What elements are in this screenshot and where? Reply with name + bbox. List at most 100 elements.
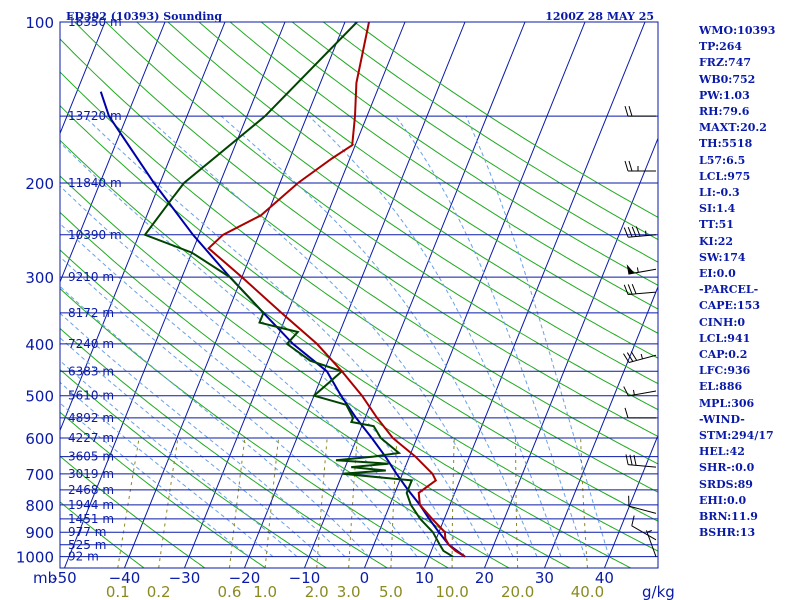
- isotherm-line: [543, 285, 658, 568]
- mixing-ratio-label: 0.1: [106, 583, 130, 600]
- stat-item: LCL:975: [699, 169, 751, 183]
- wind-barb: [628, 495, 657, 514]
- wind-barb: [624, 160, 656, 172]
- stat-item: CAPE:153: [699, 299, 760, 313]
- mixing-ratio-line: [158, 438, 179, 568]
- temperature-tick-label: 10: [415, 569, 434, 587]
- mixing-ratio-line: [117, 438, 140, 568]
- mixing-ratio-label: 1.0: [253, 583, 277, 600]
- dry-adiabat-line: [291, 22, 658, 263]
- pressure-tick-label: 500: [25, 388, 54, 406]
- wind-barb: [623, 283, 657, 296]
- stat-item: CAP:0.2: [699, 348, 748, 362]
- mixing-ratio-label: 3.0: [337, 583, 361, 600]
- dry-adiabat-line: [136, 22, 658, 385]
- barb-half-flag: [646, 530, 652, 533]
- temperature-trace: [207, 22, 466, 558]
- wind-barb: [623, 351, 657, 363]
- stat-item: KI:22: [699, 234, 734, 248]
- height-label: 977 m: [68, 525, 106, 539]
- mixing-ratio-label: 0.6: [218, 583, 242, 600]
- moist-adiabat-line: [220, 115, 538, 557]
- moist-adiabat-line: [60, 185, 442, 557]
- moist-adiabat-line: [308, 115, 562, 557]
- mixing-ratio-line: [316, 438, 328, 568]
- mixing-ratio-label: 10.0: [435, 583, 468, 600]
- height-label: 7240 m: [68, 337, 114, 351]
- height-label: 8172 m: [68, 306, 114, 320]
- temperature-tick-label: −40: [109, 569, 141, 587]
- moist-adiabat-line: [60, 285, 370, 558]
- dry-adiabat-line: [60, 38, 658, 465]
- pressure-tick-label: 900: [25, 524, 54, 542]
- height-label: 3019 m: [68, 467, 114, 481]
- dry-adiabat-line: [167, 22, 658, 359]
- barb-flag: [630, 351, 638, 361]
- isotherm-line: [483, 137, 658, 568]
- stat-item: WB0:752: [699, 72, 756, 86]
- dry-adiabat-line: [105, 22, 658, 411]
- stability-indices-panel: WMO:10393 TP:264 FRZ:747 WB0:752 PW:1.03 RH:7…: [699, 23, 799, 542]
- moist-adiabat-line: [395, 115, 586, 557]
- parcel-trace: [99, 91, 466, 558]
- isotherm-line: [183, 22, 406, 568]
- barb-staff: [645, 530, 657, 557]
- stat-item: FRZ:747: [699, 56, 752, 70]
- moist-adiabat-line: [60, 312, 346, 558]
- temperature-tick-label: −20: [229, 569, 261, 587]
- mixing-ratio-label: 40.0: [571, 583, 604, 600]
- stat-item: MAXT:20.2: [699, 121, 767, 135]
- isotherm-line: [603, 434, 658, 568]
- stat-item: MPL:306: [699, 396, 755, 410]
- dry-adiabat-line: [198, 22, 658, 334]
- moist-adiabat-line: [60, 402, 250, 558]
- dry-adiabat-line: [60, 455, 206, 568]
- barb-flag: [625, 454, 629, 465]
- pressure-tick-label: 400: [25, 336, 54, 354]
- moist-adiabat-line: [465, 115, 610, 557]
- barb-flag: [623, 227, 629, 238]
- barb-flag: [629, 454, 633, 466]
- height-label: 4892 m: [68, 411, 114, 425]
- barb-staff: [628, 234, 657, 238]
- barb-flag: [627, 284, 633, 295]
- moist-adiabat-line: [60, 360, 298, 558]
- barb-flag: [631, 515, 635, 526]
- height-label: 16350 m: [68, 15, 122, 29]
- dry-adiabat-line: [60, 369, 327, 568]
- dry-adiabat-line: [60, 211, 571, 568]
- sounding-time: 1200Z 28 MAY 25: [545, 10, 654, 23]
- mixing-ratio-label: 5.0: [379, 583, 403, 600]
- dry-adiabat-line: [60, 139, 658, 552]
- stat-item: BRN:11.9: [699, 510, 758, 524]
- barb-flag: [627, 226, 633, 238]
- barb-flag: [626, 352, 634, 362]
- dry-adiabat-line: [260, 22, 658, 286]
- stat-item: L57:6.5: [699, 153, 746, 167]
- height-label: 5610 m: [68, 389, 114, 403]
- wind-barbs: [623, 106, 657, 557]
- stat-item: CINH:0: [699, 315, 746, 329]
- isotherm-line: [243, 22, 466, 568]
- mixing-ratio-label: 2.0: [305, 583, 329, 600]
- mixing-ratio-line: [390, 438, 398, 568]
- dry-adiabat-line: [60, 71, 658, 493]
- dry-adiabat-line: [229, 22, 658, 310]
- isotherm-line: [63, 22, 286, 568]
- height-label: 525 m: [68, 538, 106, 552]
- stat-item: TH:5518: [699, 137, 753, 151]
- stat-item: RH:79.6: [699, 105, 750, 119]
- mixing-ratio-line: [264, 438, 280, 568]
- pressure-unit-label: mb: [33, 569, 57, 587]
- mixing-ratio-line: [580, 438, 588, 568]
- stat-item: TT:51: [699, 218, 734, 232]
- barb-flag: [623, 386, 629, 397]
- barb-flag: [623, 284, 629, 295]
- pressure-tick-label: 100: [25, 14, 54, 32]
- height-label: 92 m: [68, 550, 99, 564]
- stat-item: BSHR:13: [699, 526, 756, 540]
- isotherm-line: [123, 22, 346, 568]
- wind-barb: [623, 386, 657, 397]
- mixing-ratio-unit-label: g/kg: [642, 583, 675, 600]
